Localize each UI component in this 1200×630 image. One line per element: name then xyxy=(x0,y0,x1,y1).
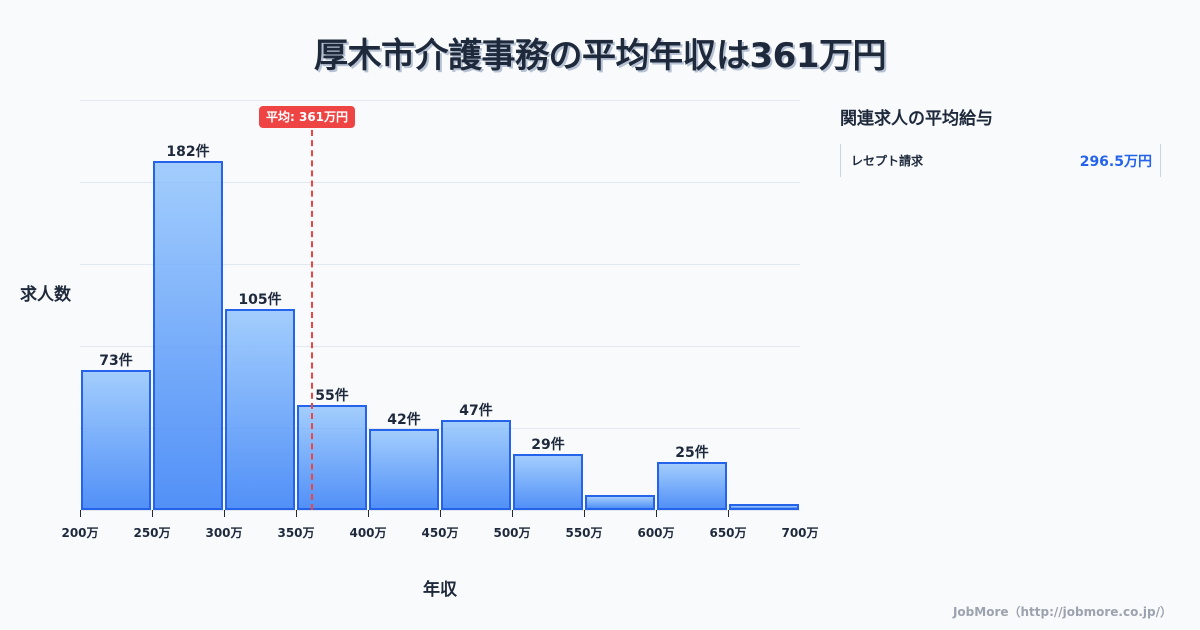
related-job-label: レセプト請求 xyxy=(851,154,924,168)
histogram-bar[interactable] xyxy=(297,404,367,510)
x-tick-label: 650万 xyxy=(709,526,747,540)
bar-value-label: 42件 xyxy=(387,412,421,429)
x-tick-label: 450万 xyxy=(421,526,459,540)
bar-value-label: 25件 xyxy=(675,445,709,462)
bar-value-label: 55件 xyxy=(315,387,349,404)
average-line xyxy=(311,130,313,510)
gridline xyxy=(80,182,800,183)
x-tick-label: 550万 xyxy=(565,526,603,540)
x-tick-label: 200万 xyxy=(61,526,99,540)
histogram-bar[interactable] xyxy=(81,369,151,510)
related-job-card[interactable]: レセプト請求 296.5万円 xyxy=(840,144,1161,177)
x-tick-label: 300万 xyxy=(205,526,243,540)
histogram-chart: 求人数 年収 73件 182件 105件 55件 42件 47件 29件 25件 200万 250… xyxy=(20,100,819,600)
bar-value-label: 73件 xyxy=(99,352,133,369)
x-tick xyxy=(296,510,297,517)
bar-value-label: 29件 xyxy=(531,437,565,454)
gridline xyxy=(80,428,800,429)
related-salary-panel: 関連求人の平均給与 レセプト請求 296.5万円 xyxy=(840,104,1165,177)
footer-credit: JobMore（http://jobmore.co.jp/） xyxy=(952,605,1172,619)
related-job-salary: 296.5万円 xyxy=(1079,153,1152,170)
x-tick xyxy=(656,510,657,517)
x-tick xyxy=(368,510,369,517)
x-tick-label: 500万 xyxy=(493,526,531,540)
x-tick-label: 350万 xyxy=(277,526,315,540)
histogram-bar[interactable] xyxy=(369,429,439,510)
x-tick xyxy=(224,510,225,517)
x-tick-label: 400万 xyxy=(349,526,387,540)
x-tick xyxy=(152,510,153,517)
gridline xyxy=(80,100,800,101)
histogram-bar[interactable] xyxy=(729,504,799,510)
bar-value-label: 105件 xyxy=(238,291,282,308)
gridline xyxy=(80,346,800,347)
gridline xyxy=(80,264,800,265)
x-tick xyxy=(512,510,513,517)
average-badge: 平均: 361万円 xyxy=(259,106,356,128)
x-tick-label: 600万 xyxy=(637,526,675,540)
histogram-bar[interactable] xyxy=(585,494,655,510)
histogram-bar[interactable] xyxy=(657,462,727,510)
x-tick-label: 700万 xyxy=(781,526,819,540)
x-tick xyxy=(440,510,441,517)
histogram-bar[interactable] xyxy=(153,160,223,510)
histogram-bar[interactable] xyxy=(441,419,511,510)
related-salary-title: 関連求人の平均給与 xyxy=(840,109,993,129)
bar-value-label: 47件 xyxy=(459,402,493,419)
x-axis-title: 年収 xyxy=(423,580,457,600)
x-tick xyxy=(80,510,81,517)
x-tick xyxy=(584,510,585,517)
y-axis-title: 求人数 xyxy=(20,285,71,305)
page-title: 厚木市介護事務の平均年収は361万円 xyxy=(314,36,886,76)
histogram-bar[interactable] xyxy=(225,308,295,510)
x-tick xyxy=(728,510,729,517)
histogram-bar[interactable] xyxy=(513,454,583,510)
bar-value-label: 182件 xyxy=(166,143,210,160)
x-tick-label: 250万 xyxy=(133,526,171,540)
